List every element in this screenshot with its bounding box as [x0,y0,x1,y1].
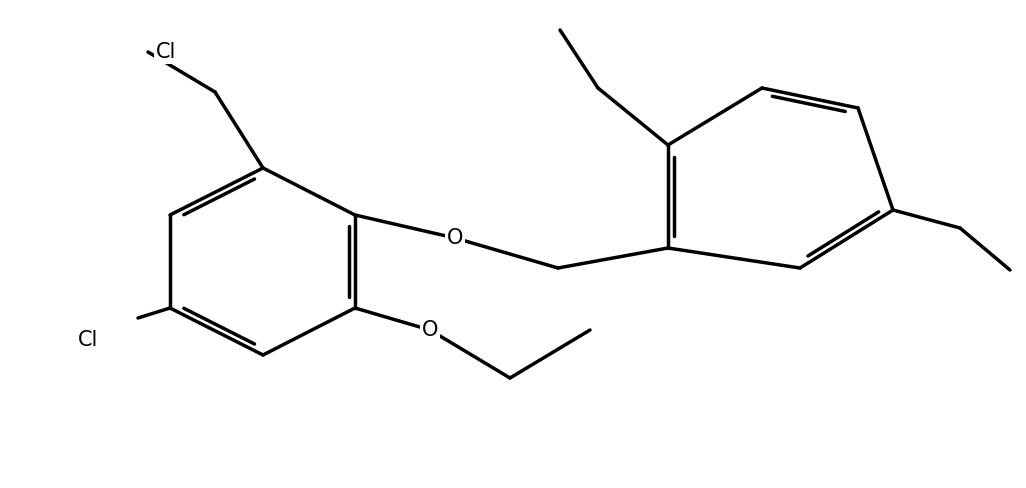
Text: Cl: Cl [156,42,176,62]
Text: O: O [422,320,438,340]
Text: O: O [446,228,463,248]
Text: Cl: Cl [78,330,98,350]
